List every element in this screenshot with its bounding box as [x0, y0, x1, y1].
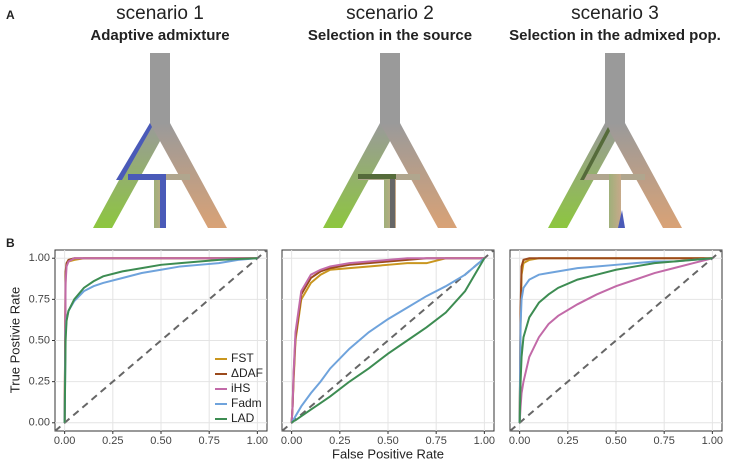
x-tick-label: 1.00	[247, 435, 268, 447]
selection-mark	[580, 127, 610, 180]
x-tick-label: 0.50	[605, 435, 626, 447]
diagonal-reference	[54, 249, 268, 432]
roc-line	[290, 257, 486, 424]
y-tick-label: 0.25	[29, 376, 50, 388]
selection-mark	[358, 174, 396, 179]
diagonal-reference	[509, 249, 723, 432]
selection-mark	[116, 123, 152, 180]
y-tick-label: 1.00	[29, 252, 50, 264]
roc-line	[63, 257, 258, 423]
selection-mark	[128, 174, 166, 180]
x-tick-label: 0.50	[150, 435, 171, 447]
roc-line	[290, 257, 486, 424]
scenario-subtitle: Adaptive admixture	[90, 27, 229, 44]
y-axis-title: True Postivie Rate	[7, 287, 22, 393]
scenario-subtitle: Selection in the admixed pop.	[509, 27, 721, 44]
roc-line	[518, 257, 713, 423]
x-tick-label: 0.75	[198, 435, 219, 447]
x-axis-title: False Positive Rate	[332, 446, 444, 461]
selection-mark	[390, 179, 395, 228]
x-tick-label: 0.75	[425, 435, 446, 447]
legend-label: LAD	[231, 411, 255, 425]
x-tick-label: 1.00	[702, 435, 723, 447]
legend-label: ΔDAF	[231, 366, 263, 380]
x-tick-label: 0.00	[54, 435, 75, 447]
x-tick-label: 0.25	[102, 435, 123, 447]
roc-line	[63, 257, 258, 423]
x-tick-label: 0.25	[557, 435, 578, 447]
x-tick-label: 1.00	[474, 435, 495, 447]
legend-label: Fadm	[231, 396, 262, 410]
scenario-title: scenario 1	[116, 3, 204, 24]
roc-line	[290, 257, 485, 423]
scenario-title: scenario 3	[571, 3, 659, 24]
selection-mark	[618, 210, 625, 228]
panel-label: A	[6, 8, 15, 22]
tree-diagram	[548, 53, 682, 228]
y-tick-label: 0.00	[29, 417, 50, 429]
scenario-subtitle: Selection in the source	[308, 27, 472, 44]
x-tick-label: 0.50	[377, 435, 398, 447]
roc-line	[518, 257, 713, 423]
scenario-title: scenario 2	[346, 3, 434, 24]
roc-line	[518, 257, 713, 423]
y-tick-label: 0.75	[29, 293, 50, 305]
legend-label: iHS	[231, 381, 250, 395]
y-tick-label: 0.50	[29, 334, 50, 346]
x-tick-label: 0.75	[653, 435, 674, 447]
x-tick-label: 0.00	[281, 435, 302, 447]
selection-mark	[160, 180, 166, 228]
x-tick-label: 0.25	[329, 435, 350, 447]
diagonal-reference	[281, 249, 495, 432]
legend-label: FST	[231, 351, 254, 365]
panel-label: B	[6, 236, 15, 250]
x-tick-label: 0.00	[509, 435, 530, 447]
